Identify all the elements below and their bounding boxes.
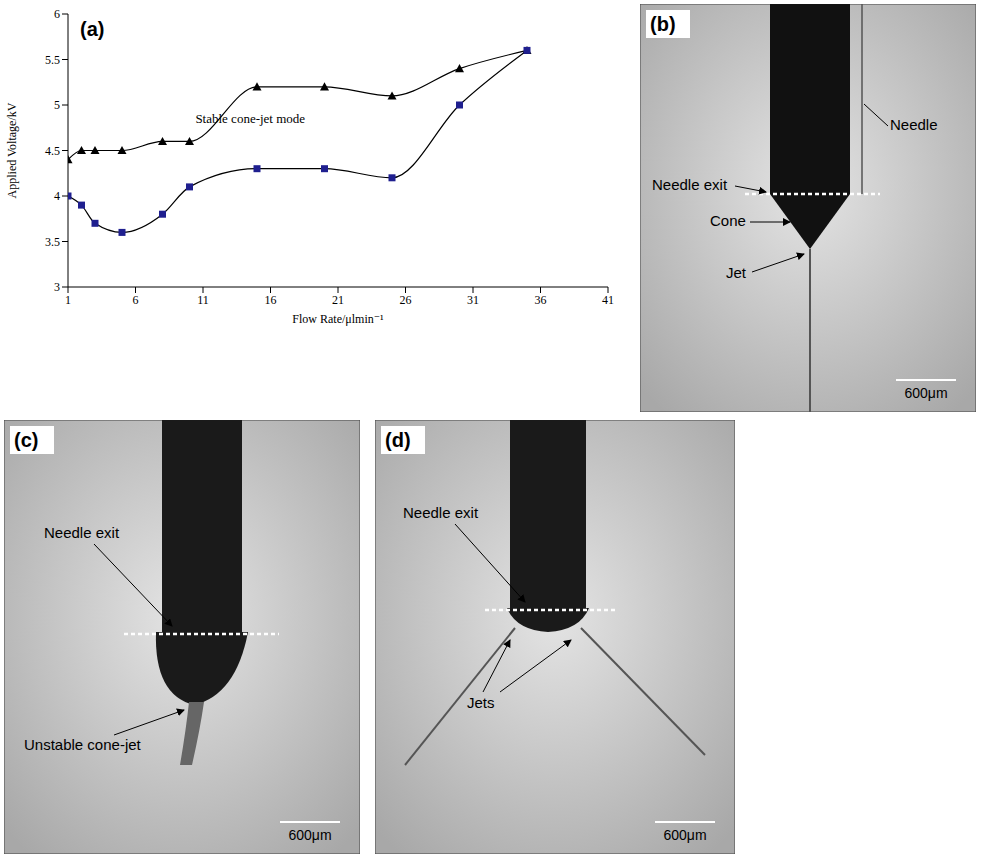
svg-text:Flow Rate/μlmin⁻¹: Flow Rate/μlmin⁻¹: [292, 312, 384, 326]
svg-text:Needle exit: Needle exit: [652, 176, 728, 193]
svg-text:16: 16: [265, 293, 277, 307]
svg-text:(b): (b): [650, 13, 676, 35]
html-text:(a): (a): [80, 18, 105, 40]
svg-text:11: 11: [197, 293, 209, 307]
svg-text:Jet: Jet: [726, 264, 747, 281]
svg-text:Needle exit: Needle exit: [403, 504, 479, 521]
svg-text:36: 36: [535, 293, 547, 307]
svg-text:31: 31: [467, 293, 479, 307]
svg-text:Needle exit: Needle exit: [44, 524, 120, 541]
svg-text:5: 5: [54, 98, 60, 112]
svg-text:Jets: Jets: [467, 694, 495, 711]
svg-text:21: 21: [332, 293, 344, 307]
svg-text:26: 26: [400, 293, 412, 307]
svg-text:(d): (d): [385, 429, 411, 451]
svg-text:3.5: 3.5: [45, 235, 60, 249]
svg-text:(c): (c): [14, 429, 38, 451]
svg-text:Applied Voltage/kV: Applied Voltage/kV: [5, 102, 19, 198]
svg-text:6: 6: [133, 293, 139, 307]
svg-text:Cone: Cone: [710, 212, 746, 229]
svg-text:4.5: 4.5: [45, 144, 60, 158]
svg-text:41: 41: [602, 293, 614, 307]
svg-text:Unstable cone-jet: Unstable cone-jet: [24, 736, 142, 753]
svg-text:1: 1: [65, 293, 71, 307]
svg-text:6: 6: [54, 7, 60, 21]
svg-text:600μm: 600μm: [663, 827, 706, 843]
svg-text:3: 3: [54, 280, 60, 294]
svg-text:600μm: 600μm: [288, 827, 331, 843]
svg-text:Needle: Needle: [890, 116, 938, 133]
svg-text:5.5: 5.5: [45, 53, 60, 67]
svg-text:Stable cone-jet mode: Stable cone-jet mode: [195, 111, 305, 126]
svg-text:600μm: 600μm: [904, 385, 947, 401]
svg-text:4: 4: [54, 189, 60, 203]
